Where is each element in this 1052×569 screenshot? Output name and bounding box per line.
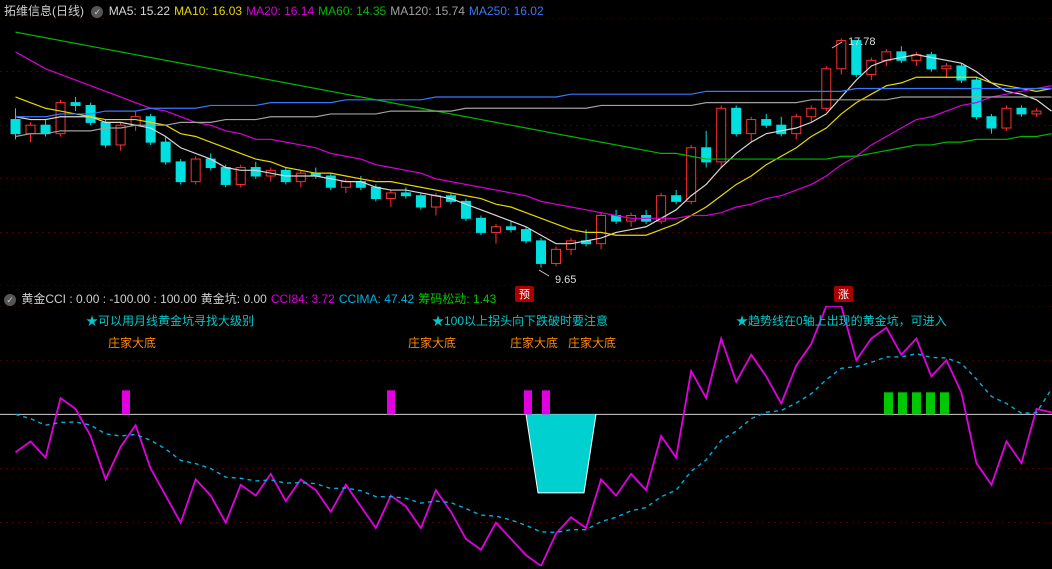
stock-title: 拓维信息(日线) [4, 2, 84, 19]
indicator-annotation: ★可以用月线黄金坑寻找大级别 [86, 312, 254, 329]
stock-chart-container: 拓维信息(日线) ✓ MA5: 15.22 MA10: 16.03 MA20: 16… [0, 0, 1052, 569]
high-price-label: 17.78 [848, 36, 876, 48]
zhuangjia-label: 庄家大底 [108, 334, 156, 351]
ma-label: MA10: 16.03 [174, 4, 242, 18]
indicator-annotation: ★趋势线在0轴上出现的黄金坑，可进入 [736, 312, 947, 329]
indicator-panel[interactable]: ★可以用月线黄金坑寻找大级别 ★100以上拐头向下跌破时要注意 ★趋势线在0轴上出现… [0, 306, 1052, 566]
ma-label: MA20: 16.14 [246, 4, 314, 18]
marker-zhang: 涨 [834, 286, 853, 302]
ma-label: MA60: 14.35 [318, 4, 386, 18]
check-icon[interactable]: ✓ [91, 6, 103, 18]
kline-panel[interactable]: 17.78 9.65 预 涨 [0, 18, 1052, 286]
low-price-label: 9.65 [555, 274, 576, 286]
ma-label: MA5: 15.22 [109, 4, 170, 18]
indicator-label: CCI84: 3.72 [271, 292, 335, 306]
indicator-header: ✓ 黄金CCI : 0.00 : -100.00 : 100.00 黄金坑: 0.… [4, 290, 500, 307]
ma-label: MA120: 15.74 [390, 4, 465, 18]
ma-label: MA250: 16.02 [469, 4, 544, 18]
indicator-label: CCIMA: 47.42 [339, 292, 414, 306]
zhuangjia-label: 庄家大底 [510, 334, 558, 351]
indicator-label: 黄金坑: 0.00 [201, 290, 267, 307]
kline-svg [0, 18, 1052, 286]
zhuangjia-label: 庄家大底 [408, 334, 456, 351]
zhuangjia-label: 庄家大底 [568, 334, 616, 351]
indicator-label: 筹码松动: 1.43 [418, 290, 496, 307]
check-icon[interactable]: ✓ [4, 294, 16, 306]
marker-yu: 预 [515, 286, 534, 302]
indicator-annotation: ★100以上拐头向下跌破时要注意 [432, 312, 608, 329]
indicator-label: 黄金CCI : 0.00 : -100.00 : 100.00 [21, 290, 196, 307]
kline-header: 拓维信息(日线) ✓ MA5: 15.22 MA10: 16.03 MA20: 16… [4, 2, 548, 19]
